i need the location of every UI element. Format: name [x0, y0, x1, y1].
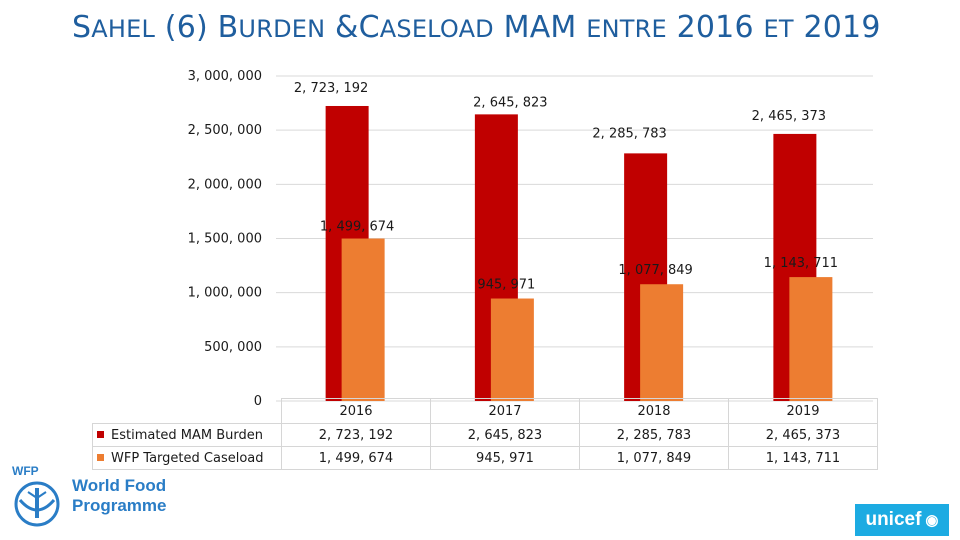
y-tick-label: 1, 000, 000 — [188, 286, 262, 301]
table-header-year: 2016 — [281, 398, 431, 424]
data-label: 1, 143, 711 — [764, 256, 838, 271]
table-corner — [93, 399, 282, 424]
table-cell: 1, 077, 849 — [579, 446, 729, 470]
svg-text:WFP: WFP — [12, 464, 39, 478]
y-tick-label: 2, 500, 000 — [188, 123, 262, 138]
legend-item-caseload: WFP Targeted Caseload — [92, 446, 282, 470]
table-header-year: 2018 — [579, 398, 729, 424]
data-label: 2, 723, 192 — [294, 81, 368, 96]
bar-caseload — [341, 238, 385, 401]
wfp-logo-text: World Food Programme — [72, 476, 166, 516]
table-cell: 2, 723, 192 — [281, 423, 431, 447]
y-tick-label: 500, 000 — [204, 340, 262, 355]
data-label: 2, 465, 373 — [752, 109, 826, 124]
table-header-row: 2016 2017 2018 2019 — [93, 398, 878, 424]
table-cell: 1, 143, 711 — [728, 446, 878, 470]
bar-caseload — [640, 284, 684, 401]
chart-data-table: 2016 2017 2018 2019 Estimated MAM Burden… — [92, 398, 878, 470]
data-label: 1, 499, 674 — [320, 220, 394, 235]
table-header-year: 2019 — [728, 398, 878, 424]
table-cell: 2, 285, 783 — [579, 423, 729, 447]
data-label: 2, 645, 823 — [473, 95, 547, 110]
bar-caseload — [789, 277, 833, 401]
wfp-name-line1: World Food — [72, 476, 167, 495]
y-tick-label: 0 — [254, 394, 262, 409]
wfp-emblem-icon: WFP — [12, 464, 60, 527]
bar-caseload — [490, 298, 534, 401]
table-row: Estimated MAM Burden 2, 723, 192 2, 645,… — [92, 423, 878, 447]
table-row: WFP Targeted Caseload 1, 499, 674 945, 9… — [92, 446, 878, 470]
legend-item-burden: Estimated MAM Burden — [92, 423, 282, 447]
slide-title: SAHEL (6) BURDEN &CASELOAD MAM ENTRE 201… — [72, 10, 881, 45]
y-tick-label: 3, 000, 000 — [188, 69, 262, 84]
table-cell: 2, 645, 823 — [430, 423, 580, 447]
data-label: 2, 285, 783 — [592, 126, 666, 141]
legend-swatch-burden — [97, 430, 104, 438]
data-label: 1, 077, 849 — [618, 263, 692, 278]
unicef-globe-icon: ◉ — [925, 512, 939, 529]
table-cell: 2, 465, 373 — [728, 423, 878, 447]
legend-swatch-caseload — [97, 453, 104, 461]
y-tick-label: 1, 500, 000 — [188, 232, 262, 247]
legend-label: Estimated MAM Burden — [111, 427, 264, 443]
wfp-name-line2: Programme — [72, 496, 167, 515]
data-label: 945, 971 — [477, 278, 535, 293]
legend-label: WFP Targeted Caseload — [111, 450, 264, 466]
unicef-logo-text: unicef — [865, 509, 922, 530]
table-header-year: 2017 — [430, 398, 580, 424]
table-cell: 1, 499, 674 — [281, 446, 431, 470]
y-tick-label: 2, 000, 000 — [188, 177, 262, 192]
table-cell: 945, 971 — [430, 446, 580, 470]
unicef-logo: unicef ◉ — [855, 504, 949, 536]
